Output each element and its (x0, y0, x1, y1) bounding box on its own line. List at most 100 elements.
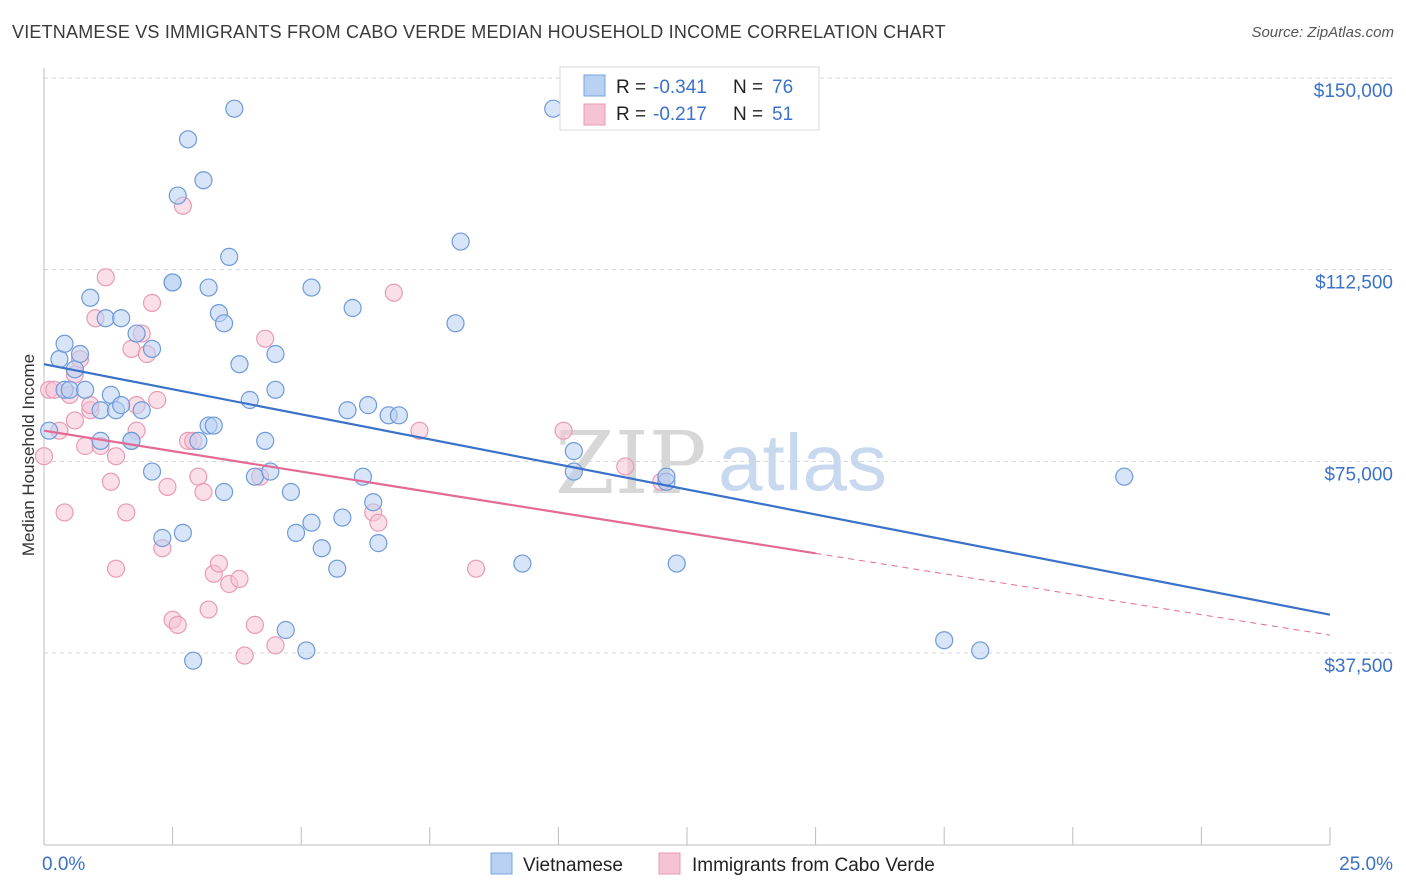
vietnamese-point (163, 273, 182, 292)
cabo-verde-point (189, 467, 208, 486)
cabo-verde-point (168, 615, 187, 634)
bottom-swatch-cabo-verde (658, 852, 681, 875)
cabo-verde-point (256, 329, 275, 348)
vietnamese-point (564, 442, 583, 461)
y-tick-label: $150,000 (1314, 81, 1393, 102)
cabo-verde-point (194, 482, 213, 502)
vietnamese-point (338, 401, 357, 420)
legend-swatch-cabo-verde (583, 103, 606, 126)
cabo-verde-point (410, 421, 429, 440)
vietnamese-point (184, 651, 203, 670)
cabo-verde-point (616, 457, 635, 476)
vietnamese-point (112, 396, 131, 415)
legend-n-label: N = (733, 77, 763, 98)
cabo-verde-point (199, 600, 218, 619)
vietnamese-point (276, 620, 295, 640)
legend-n-value-cabo-verde: 51 (772, 104, 793, 125)
vietnamese-point (122, 431, 141, 450)
vietnamese-point (142, 339, 162, 358)
vietnamese-point (230, 355, 249, 374)
vietnamese-point (358, 396, 378, 415)
vietnamese-point (451, 232, 470, 251)
cabo-verde-trend-line (43, 429, 816, 555)
vietnamese-point (204, 416, 223, 435)
vietnamese-point (96, 309, 115, 328)
vietnamese-point (70, 344, 90, 364)
cabo-verde-point (106, 559, 126, 578)
vietnamese-point (194, 171, 213, 190)
vietnamese-point (214, 482, 234, 502)
vietnamese-point (297, 641, 316, 660)
vietnamese-point (446, 314, 465, 333)
cabo-verde-point (209, 554, 228, 573)
y-tick-label: $75,000 (1324, 464, 1393, 485)
legend-n-value-vietnamese: 76 (772, 77, 793, 98)
vietnamese-point (281, 482, 301, 502)
series-legend: Vietnamese Immigrants from Cabo Verde (490, 852, 935, 876)
vietnamese-point (245, 467, 265, 486)
y-axis-label: Median Household Income (19, 354, 38, 556)
vietnamese-point (1115, 467, 1134, 486)
vietnamese-point (55, 334, 74, 353)
vietnamese-point (302, 513, 321, 532)
vietnamese-point (132, 401, 151, 420)
vietnamese-point (81, 288, 100, 307)
vietnamese-point (971, 641, 990, 660)
vietnamese-point (286, 523, 306, 542)
legend-r-value-vietnamese: -0.341 (653, 77, 707, 98)
cabo-verde-point (122, 339, 141, 358)
x-tick-label-min: 0.0% (42, 854, 85, 875)
vietnamese-point (667, 554, 686, 573)
vietnamese-point (220, 247, 239, 266)
vietnamese-point (225, 99, 244, 118)
vietnamese-point (168, 186, 187, 205)
vietnamese-point (199, 278, 218, 297)
legend-r-value-cabo-verde: -0.217 (653, 104, 707, 125)
vietnamese-point (369, 534, 388, 553)
vietnamese-point (302, 278, 321, 297)
vietnamese-point (189, 431, 208, 450)
legend-swatch-vietnamese (583, 74, 606, 97)
vietnamese-point (214, 314, 234, 333)
legend-r-label: R = (616, 77, 646, 98)
vietnamese-point (76, 380, 95, 399)
cabo-verde-point (117, 503, 136, 522)
cabo-verde-point (34, 447, 54, 466)
cabo-verde-point (466, 559, 486, 578)
cabo-verde-point (65, 411, 84, 430)
cabo-verde-point (148, 390, 167, 410)
vietnamese-point (173, 523, 192, 542)
vietnamese-point (657, 467, 676, 486)
vietnamese-point (266, 380, 285, 399)
cabo-verde-point (266, 636, 285, 655)
x-tick-label-max: 25.0% (1339, 854, 1393, 875)
cabo-verde-point (554, 421, 573, 440)
cabo-verde-point (76, 436, 95, 456)
cabo-verde-point (96, 268, 115, 287)
tick-labels: $37,500 $75,000 $112,500 $150,000 0.0% 25.0% (42, 81, 1393, 875)
vietnamese-point (91, 401, 110, 420)
vietnamese-point (178, 130, 198, 149)
vietnamese-point (935, 631, 954, 650)
cabo-verde-trend-extension (815, 552, 1331, 636)
vietnamese-point (328, 559, 347, 578)
y-tick-label: $37,500 (1324, 656, 1393, 677)
vietnamese-point (153, 528, 172, 548)
vietnamese-point (266, 344, 285, 364)
vietnamese-point (389, 406, 409, 425)
cabo-verde-point (384, 283, 403, 302)
watermark-atlas: atlas (718, 418, 887, 507)
vietnamese-point (343, 298, 362, 318)
legend-n-label: N = (733, 104, 763, 125)
source-note: Source: ZipAtlas.com (1251, 24, 1394, 41)
cabo-verde-point (235, 646, 254, 665)
vietnamese-point (364, 493, 383, 512)
correlation-legend: R = -0.341 N = 76 R = -0.217 N = 51 (559, 66, 820, 131)
legend-label-vietnamese: Vietnamese (523, 855, 623, 876)
vietnamese-point (312, 539, 331, 558)
chart-title: VIETNAMESE VS IMMIGRANTS FROM CABO VERDE… (12, 22, 946, 42)
vietnamese-point (60, 380, 79, 399)
trend-lines (43, 363, 1331, 636)
vietnamese-point (513, 554, 532, 573)
